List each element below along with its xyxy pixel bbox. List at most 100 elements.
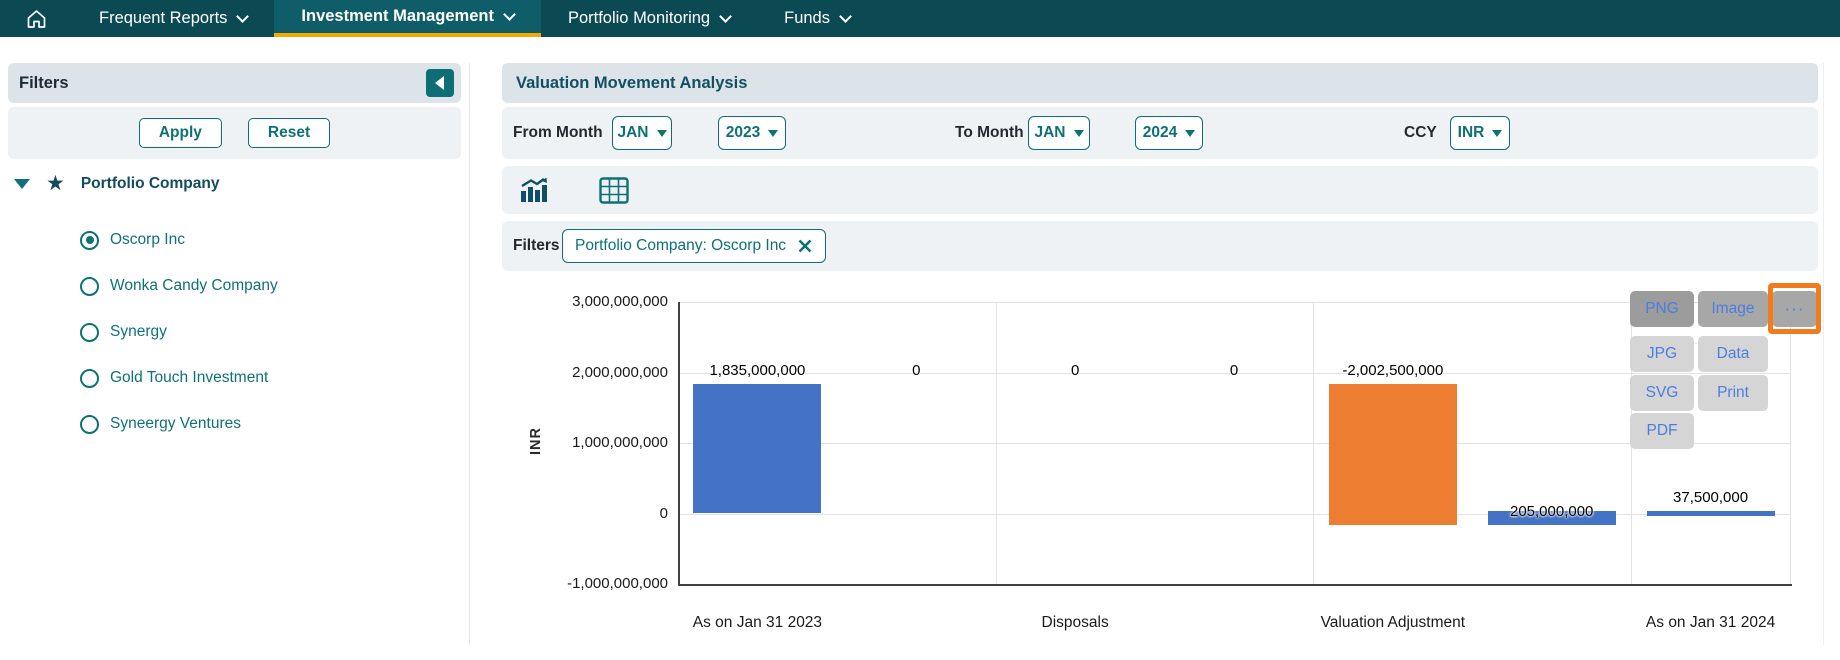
- radio-button[interactable]: [80, 368, 99, 388]
- ccy-label: CCY: [1404, 124, 1437, 141]
- filter-actions-row: Apply Reset: [8, 107, 461, 159]
- chart-bar[interactable]: [1328, 384, 1457, 526]
- reset-button[interactable]: Reset: [247, 118, 331, 148]
- y-gridline: [678, 443, 1790, 444]
- x-gridline: [1313, 302, 1315, 584]
- panel-right-edge: [1823, 63, 1824, 645]
- caret-down-icon[interactable]: [14, 179, 30, 189]
- chart-bar-label: 0: [1070, 362, 1080, 380]
- y-tick-label: 0: [659, 504, 668, 522]
- chevron-down-icon: [719, 10, 732, 23]
- page-title: Valuation Movement Analysis: [516, 73, 748, 92]
- from-year-value: 2023: [725, 124, 761, 141]
- to-month-select[interactable]: JAN: [1028, 116, 1090, 150]
- chart-bar[interactable]: [693, 384, 822, 514]
- y-gridline: [678, 302, 1790, 303]
- chart-bar[interactable]: [1646, 510, 1775, 516]
- y-axis-title: INR: [528, 427, 544, 455]
- radio-button[interactable]: [80, 230, 99, 250]
- export-print-button[interactable]: Print: [1698, 375, 1768, 411]
- from-month-label: From Month: [513, 124, 603, 141]
- nav-portfolio-monitoring[interactable]: Portfolio Monitoring: [541, 0, 757, 37]
- applied-filters-row: Filters Portfolio Company: Oscorp Inc: [502, 221, 1818, 271]
- valuation-waterfall-chart: 3,000,000,000 2,000,000,000 1,000,000,000 0…: [502, 280, 1818, 650]
- chart-bar[interactable]: [1487, 510, 1616, 526]
- option-label: Synergy: [110, 323, 167, 340]
- option-gold-touch-investment[interactable]: Gold Touch Investment: [80, 367, 278, 389]
- to-month-label: To Month: [955, 124, 1024, 141]
- chart-bar-label: 0: [1229, 362, 1239, 380]
- home-icon: [27, 9, 45, 28]
- y-gridline: [678, 513, 1790, 515]
- export-data-button[interactable]: Data: [1698, 336, 1768, 372]
- option-label: Syneergy Ventures: [110, 415, 241, 432]
- export-pdf-button[interactable]: PDF: [1630, 413, 1694, 449]
- export-image-button[interactable]: Image: [1698, 291, 1768, 327]
- from-year-select[interactable]: 2023: [718, 116, 786, 150]
- export-svg-button[interactable]: SVG: [1630, 375, 1694, 411]
- sidebar-divider: [469, 63, 470, 645]
- x-category-label: As on Jan 31 2023: [692, 614, 823, 631]
- chevron-down-icon: [839, 10, 852, 23]
- dropdown-arrow-icon: [1492, 129, 1503, 137]
- portfolio-company-group: ★ Portfolio Company: [14, 173, 220, 194]
- top-nav: Frequent Reports Investment Management P…: [0, 0, 1840, 37]
- filters-panel-title: Filters: [19, 73, 69, 92]
- home-button[interactable]: [0, 0, 72, 37]
- chevron-down-icon: [236, 10, 250, 23]
- y-tick-label: -1,000,000,000: [567, 575, 668, 592]
- nav-frequent-reports[interactable]: Frequent Reports: [72, 0, 274, 37]
- export-more-button[interactable]: ···: [1772, 291, 1817, 327]
- ccy-select[interactable]: INR: [1450, 116, 1510, 150]
- group-label: Portfolio Company: [80, 175, 220, 192]
- to-year-select[interactable]: 2024: [1135, 116, 1203, 150]
- apply-button[interactable]: Apply: [138, 118, 222, 148]
- chart-bar-label: 205,000,000: [1509, 502, 1594, 520]
- radio-button[interactable]: [80, 414, 99, 434]
- to-month-value: JAN: [1034, 124, 1066, 141]
- x-category-label: Valuation Adjustment: [1320, 614, 1466, 631]
- x-axis-line: [678, 584, 1792, 586]
- y-tick-label: 2,000,000,000: [572, 363, 668, 381]
- export-png-button[interactable]: PNG: [1630, 291, 1694, 327]
- from-month-select[interactable]: JAN: [612, 116, 672, 150]
- x-gridline: [995, 302, 997, 584]
- plot-right-border: [1790, 302, 1791, 584]
- y-tick-label: 1,000,000,000: [572, 434, 668, 451]
- collapse-sidebar-button[interactable]: [426, 69, 454, 97]
- option-label: Wonka Candy Company: [110, 277, 278, 294]
- period-controls: From Month JAN 2023 To Month JAN 2024 CC…: [502, 107, 1818, 159]
- bar-chart-icon: [521, 177, 547, 202]
- nav-label: Funds: [784, 9, 830, 27]
- option-label: Gold Touch Investment: [110, 369, 269, 386]
- option-oscorp-inc[interactable]: Oscorp Inc: [80, 229, 278, 251]
- chart-bar-label: -2,002,500,000: [1342, 362, 1444, 380]
- applied-filters-label: Filters: [513, 237, 560, 254]
- dropdown-arrow-icon: [656, 129, 667, 137]
- filters-panel-header: Filters: [8, 63, 461, 103]
- view-toggle-row: [502, 166, 1818, 214]
- y-axis-line: [678, 302, 680, 584]
- radio-button[interactable]: [80, 322, 99, 342]
- x-category-label: Disposals: [1041, 614, 1109, 631]
- table-view-button[interactable]: [597, 175, 631, 205]
- to-year-value: 2024: [1142, 124, 1178, 141]
- option-syneergy-ventures[interactable]: Syneergy Ventures: [80, 413, 278, 435]
- nav-funds[interactable]: Funds: [757, 0, 877, 37]
- chart-bar-label: 1,835,000,000: [709, 362, 806, 380]
- nav-label: Portfolio Monitoring: [567, 9, 711, 27]
- option-synergy[interactable]: Synergy: [80, 321, 278, 343]
- option-wonka-candy-company[interactable]: Wonka Candy Company: [80, 275, 278, 297]
- filter-chip-portfolio-company[interactable]: Portfolio Company: Oscorp Inc: [562, 229, 827, 263]
- dropdown-arrow-icon: [768, 129, 779, 137]
- nav-investment-management[interactable]: Investment Management: [274, 0, 541, 37]
- remove-filter-icon[interactable]: [797, 238, 813, 254]
- chart-view-button[interactable]: [517, 175, 551, 205]
- radio-button[interactable]: [80, 276, 99, 296]
- export-jpg-button[interactable]: JPG: [1630, 336, 1694, 372]
- option-label: Oscorp Inc: [110, 231, 185, 248]
- portfolio-company-options: Oscorp Inc Wonka Candy Company Synergy G…: [80, 229, 278, 435]
- dropdown-arrow-icon: [1185, 129, 1196, 137]
- from-month-value: JAN: [617, 124, 649, 141]
